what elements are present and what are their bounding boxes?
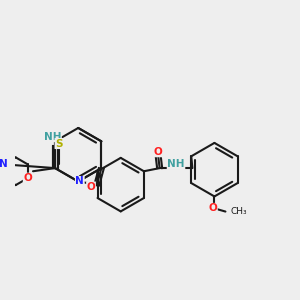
Text: NH: NH — [167, 159, 185, 169]
Text: O: O — [23, 173, 32, 183]
Text: O: O — [87, 182, 95, 192]
Text: O: O — [208, 203, 217, 213]
Text: NH: NH — [44, 132, 61, 142]
Text: N: N — [75, 176, 84, 187]
Text: O: O — [154, 147, 162, 157]
Text: S: S — [55, 139, 63, 148]
Text: CH₃: CH₃ — [230, 207, 247, 216]
Text: N: N — [0, 159, 8, 169]
